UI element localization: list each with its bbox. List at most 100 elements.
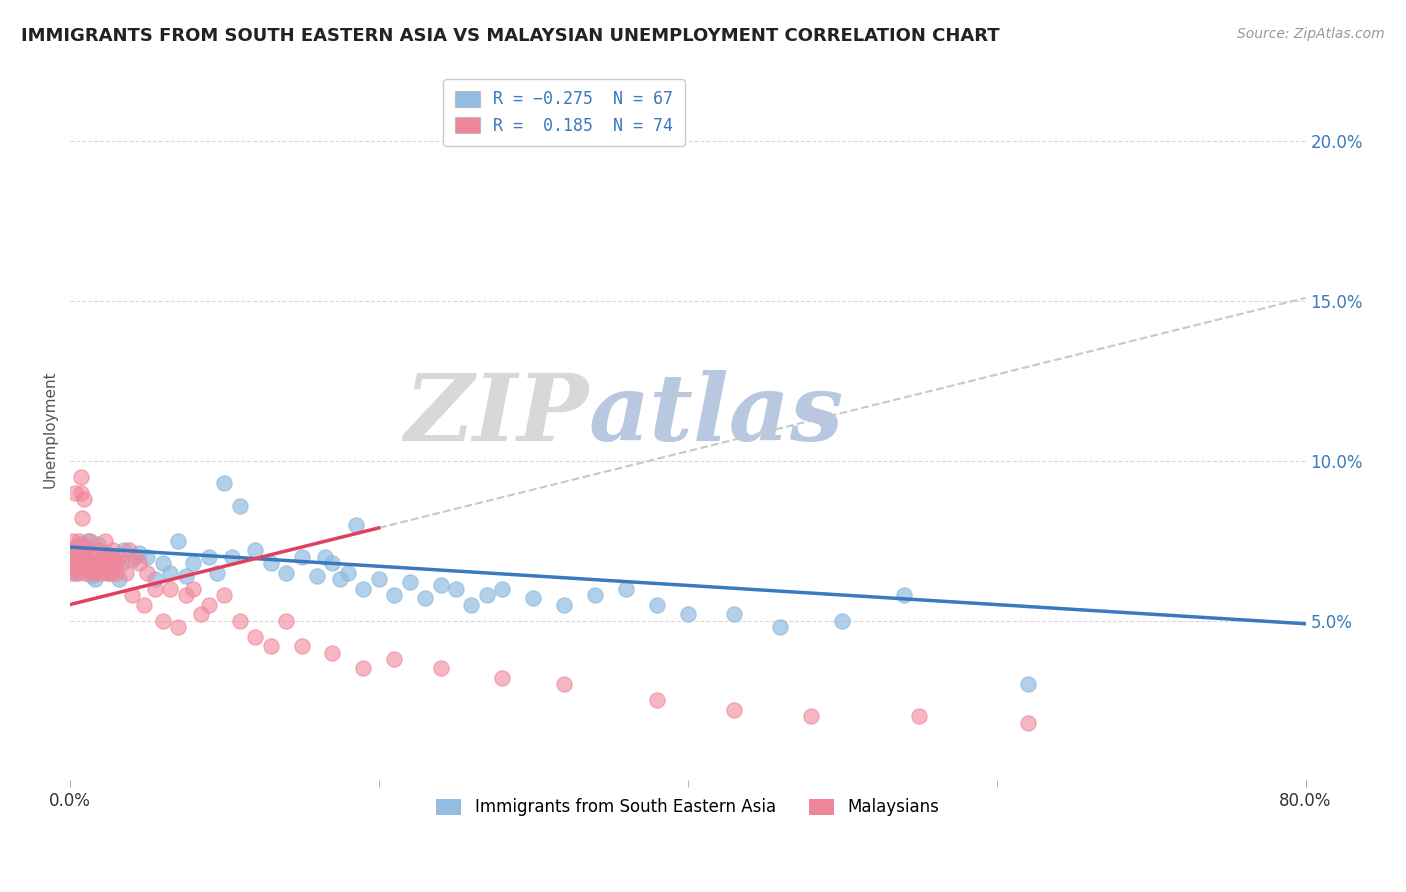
Point <box>114 566 136 580</box>
Point <box>132 598 155 612</box>
Y-axis label: Unemployment: Unemployment <box>44 370 58 488</box>
Point <box>69 485 91 500</box>
Point <box>82 549 104 564</box>
Point <box>329 572 352 586</box>
Point <box>80 566 103 580</box>
Point <box>96 566 118 580</box>
Point <box>291 549 314 564</box>
Point <box>65 546 87 560</box>
Point <box>522 591 544 606</box>
Point <box>143 582 166 596</box>
Point <box>398 575 420 590</box>
Point <box>60 543 83 558</box>
Point <box>67 556 90 570</box>
Point <box>69 470 91 484</box>
Point <box>75 566 97 580</box>
Point <box>84 566 107 580</box>
Point <box>94 533 117 548</box>
Point <box>73 543 96 558</box>
Point <box>152 556 174 570</box>
Point <box>105 566 128 580</box>
Point <box>429 578 451 592</box>
Point <box>676 607 699 622</box>
Point <box>159 582 181 596</box>
Point <box>245 630 267 644</box>
Point <box>128 556 150 570</box>
Point <box>72 543 94 558</box>
Point <box>104 556 127 570</box>
Point <box>83 556 105 570</box>
Point <box>769 620 792 634</box>
Point <box>75 540 97 554</box>
Point <box>429 661 451 675</box>
Point <box>143 572 166 586</box>
Point <box>62 556 84 570</box>
Text: IMMIGRANTS FROM SOUTH EASTERN ASIA VS MALAYSIAN UNEMPLOYMENT CORRELATION CHART: IMMIGRANTS FROM SOUTH EASTERN ASIA VS MA… <box>21 27 1000 45</box>
Point <box>82 559 104 574</box>
Point <box>108 549 131 564</box>
Point <box>831 614 853 628</box>
Point <box>63 485 86 500</box>
Point <box>124 549 146 564</box>
Point <box>174 569 197 583</box>
Point <box>105 556 128 570</box>
Point <box>198 549 221 564</box>
Legend: Immigrants from South Eastern Asia, Malaysians: Immigrants from South Eastern Asia, Mala… <box>427 790 948 825</box>
Point <box>63 549 86 564</box>
Point <box>69 537 91 551</box>
Point <box>72 562 94 576</box>
Point <box>190 607 212 622</box>
Text: atlas: atlas <box>589 370 844 459</box>
Point <box>229 499 252 513</box>
Point <box>60 566 83 580</box>
Point <box>83 572 105 586</box>
Point <box>645 598 668 612</box>
Point <box>367 572 389 586</box>
Point <box>90 556 112 570</box>
Point <box>136 566 159 580</box>
Point <box>491 582 513 596</box>
Point <box>111 556 134 570</box>
Point <box>77 533 100 548</box>
Point <box>90 566 112 580</box>
Point <box>87 537 110 551</box>
Point <box>321 556 343 570</box>
Point <box>77 556 100 570</box>
Point <box>893 588 915 602</box>
Point <box>87 543 110 558</box>
Point <box>382 652 405 666</box>
Point <box>117 543 139 558</box>
Point <box>723 607 745 622</box>
Point <box>291 639 314 653</box>
Point <box>321 646 343 660</box>
Point <box>314 549 336 564</box>
Point <box>198 598 221 612</box>
Point <box>352 582 374 596</box>
Point <box>382 588 405 602</box>
Point <box>100 566 122 580</box>
Point <box>214 476 236 491</box>
Point <box>76 543 98 558</box>
Point <box>66 546 89 560</box>
Point <box>723 703 745 717</box>
Point <box>80 569 103 583</box>
Point <box>136 549 159 564</box>
Point <box>128 546 150 560</box>
Point <box>121 588 143 602</box>
Text: Source: ZipAtlas.com: Source: ZipAtlas.com <box>1237 27 1385 41</box>
Point <box>260 639 283 653</box>
Point <box>97 566 120 580</box>
Point <box>65 540 87 554</box>
Point <box>460 598 482 612</box>
Point <box>93 546 115 560</box>
Point <box>221 549 243 564</box>
Point <box>336 566 359 580</box>
Point <box>229 614 252 628</box>
Point <box>101 543 124 558</box>
Point <box>63 566 86 580</box>
Point <box>72 511 94 525</box>
Point <box>73 556 96 570</box>
Point <box>553 598 575 612</box>
Point <box>91 549 114 564</box>
Point <box>112 543 135 558</box>
